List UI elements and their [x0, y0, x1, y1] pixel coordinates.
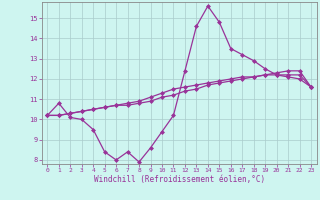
X-axis label: Windchill (Refroidissement éolien,°C): Windchill (Refroidissement éolien,°C) [94, 175, 265, 184]
